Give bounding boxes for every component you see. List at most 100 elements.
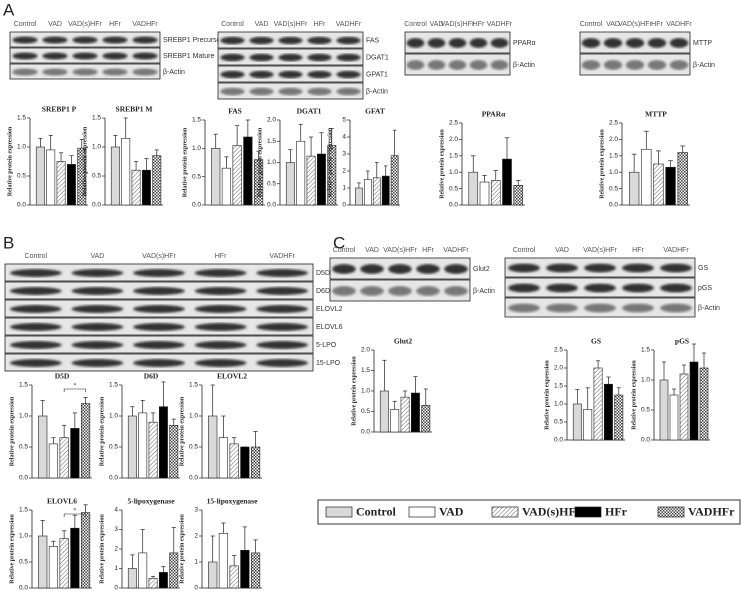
blot-label: D6D — [316, 288, 330, 295]
blot-band — [625, 38, 645, 48]
blot-band — [660, 283, 692, 293]
y-tick-label: 5 — [342, 117, 346, 124]
y-axis-label: Relative protein expression — [99, 514, 105, 584]
y-tick-label: 2.5 — [449, 120, 458, 127]
blot-label: FAS — [366, 37, 380, 44]
blot-band — [336, 53, 361, 62]
blot-band — [336, 70, 361, 79]
bar — [379, 390, 389, 433]
significance-bracket — [63, 388, 86, 392]
blot-label: β-Actin — [473, 288, 495, 295]
y-tick-label: 1.0 — [17, 144, 26, 151]
blot-label: β-Actin — [698, 305, 720, 312]
bar — [653, 163, 664, 206]
lane-label: VADHFr — [336, 21, 362, 28]
y-tick-label: 1.0 — [19, 533, 28, 540]
blot-band — [647, 60, 667, 70]
bar — [221, 167, 232, 206]
blot-label: GS — [698, 265, 708, 272]
blot-band — [584, 283, 616, 293]
blot-label: D5D — [316, 270, 330, 277]
bar — [381, 175, 390, 206]
chart-title: SREBP1 P — [42, 105, 77, 114]
bar — [250, 552, 261, 589]
y-tick-label: 3 — [114, 526, 118, 533]
blot-band — [448, 60, 467, 70]
y-tick-label: 2 — [342, 168, 346, 175]
blot-band — [133, 287, 185, 295]
legend-swatch — [657, 506, 685, 518]
y-tick-label: 0.0 — [92, 202, 101, 209]
bar — [70, 527, 80, 589]
blot-band — [256, 341, 309, 349]
bar — [363, 179, 372, 206]
blot-band — [508, 263, 540, 273]
blot-band — [603, 38, 623, 48]
blot-band — [278, 53, 303, 62]
blot-band — [546, 263, 578, 273]
bar — [355, 187, 363, 206]
y-tick-label: 1.5 — [554, 383, 563, 390]
bar — [121, 138, 131, 206]
bar — [59, 538, 69, 589]
bar — [229, 443, 239, 479]
blot-band — [669, 60, 689, 70]
blot-band — [220, 53, 245, 62]
lane-label: HFr — [651, 21, 663, 28]
y-tick-label: 1.0 — [189, 413, 198, 420]
significance-label: * — [74, 508, 77, 515]
blot-label: ELOVL6 — [316, 324, 343, 331]
y-tick-label: 2.5 — [554, 347, 563, 354]
y-tick-label: 4 — [114, 507, 118, 514]
bar — [572, 403, 582, 441]
blot-band — [388, 264, 412, 274]
bar — [110, 146, 120, 206]
y-axis-label: Relative protein expression — [179, 514, 185, 584]
y-tick-label: 0 — [114, 585, 118, 592]
blot-band — [406, 38, 425, 48]
y-tick-label: 0.0 — [189, 475, 198, 482]
y-axis-label: Relative protein expression — [82, 126, 88, 196]
lane-label: Control — [580, 21, 603, 28]
y-tick-label: 1.0 — [554, 401, 563, 408]
bar — [46, 149, 56, 206]
bar — [327, 145, 337, 206]
blot-band — [249, 36, 274, 45]
blot-label: DGAT1 — [366, 54, 389, 61]
bar — [243, 136, 253, 206]
y-tick-label: 2.0 — [267, 117, 276, 124]
bar — [583, 409, 593, 441]
chart-title: GFAT — [365, 107, 385, 116]
y-axis-label: Relative protein expression — [257, 127, 263, 197]
blot-label: β-Actin — [366, 88, 388, 95]
y-tick-label: 0.5 — [361, 408, 370, 415]
bar — [490, 180, 501, 206]
blot-band — [256, 287, 309, 295]
y-tick-label: 1.5 — [361, 367, 370, 374]
blot-band — [622, 303, 654, 313]
blot-band — [220, 87, 245, 96]
blot-band — [133, 341, 185, 349]
bar — [208, 561, 218, 589]
bar — [48, 443, 59, 479]
blot-band — [194, 323, 247, 331]
bar — [59, 437, 69, 479]
blot-band — [42, 52, 68, 60]
y-tick-label: 0.5 — [554, 419, 563, 426]
bar — [390, 409, 400, 433]
bar — [296, 140, 306, 206]
blot-band — [332, 286, 356, 296]
bar — [131, 169, 141, 206]
blot-band — [194, 269, 247, 277]
blot-band — [584, 263, 616, 273]
bar — [421, 405, 431, 433]
lane-label: VAD(s)HFr — [441, 21, 475, 28]
blot-band — [71, 323, 124, 331]
blot-band — [508, 303, 540, 313]
y-tick-label: 1.5 — [609, 153, 618, 160]
y-axis-label: Relative protein expression — [439, 129, 445, 199]
lane-label: VADHFr — [663, 247, 689, 254]
bar — [127, 568, 137, 589]
lane-label: VADHFr — [487, 21, 513, 28]
y-tick-label: 4 — [342, 134, 346, 141]
